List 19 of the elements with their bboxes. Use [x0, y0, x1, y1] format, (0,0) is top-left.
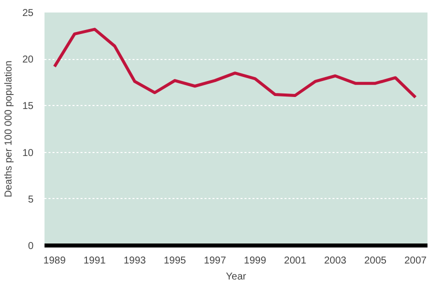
y-tick-label: 20 — [22, 54, 34, 66]
x-axis-title: Year — [226, 272, 247, 282]
line-series — [53, 28, 417, 99]
x-tick-label: 1989 — [43, 256, 66, 266]
x-tick-label: 2003 — [324, 256, 347, 266]
y-tick-label: 0 — [28, 241, 34, 252]
x-tick-label: 2005 — [364, 256, 387, 266]
y-tick-label: 15 — [22, 101, 34, 112]
x-tick-label: 1993 — [124, 256, 146, 266]
y-tick-label: 25 — [22, 8, 34, 19]
y-tick-label: 5 — [28, 194, 34, 206]
y-tick-label: 10 — [22, 148, 34, 159]
x-tick-label: 2001 — [284, 256, 307, 266]
x-tick-label: 1991 — [84, 256, 106, 266]
x-tick-label: 1999 — [244, 256, 267, 266]
x-tick-label: 1995 — [164, 256, 186, 266]
x-tick-label: 2007 — [404, 256, 428, 266]
x-tick-label: 1997 — [204, 256, 227, 266]
y-axis-title: Deaths per 100 000 population — [3, 60, 14, 198]
